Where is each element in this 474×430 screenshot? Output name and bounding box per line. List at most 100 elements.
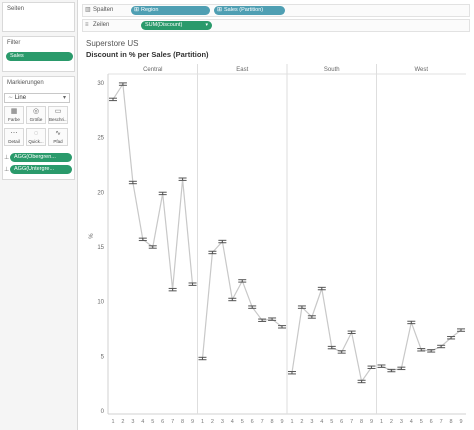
data-point[interactable] (387, 368, 396, 373)
x-tick-label: 4 (410, 419, 413, 425)
data-point[interactable] (437, 344, 446, 349)
mark-button-detail[interactable]: ⋯ Detail (4, 128, 24, 146)
x-tick-label: 3 (310, 419, 313, 425)
y-tick-label: 10 (97, 300, 104, 306)
x-tick-label: 6 (251, 419, 254, 425)
x-tick-label: 8 (271, 419, 274, 425)
data-point[interactable] (287, 371, 296, 375)
data-point[interactable] (327, 345, 336, 350)
data-point[interactable] (198, 356, 207, 361)
data-point[interactable] (317, 286, 326, 291)
data-point[interactable] (347, 330, 356, 334)
data-point[interactable] (367, 365, 376, 369)
region-header-east: East (236, 67, 248, 73)
columns-shelf[interactable]: ▥ Spalten ⊞ Region ⊞ Sales (Partition) (82, 4, 470, 17)
range-icon: ⊥ (4, 167, 10, 173)
y-tick-label: 15 (97, 245, 104, 251)
data-point[interactable] (278, 325, 287, 329)
x-tick-label: 6 (430, 419, 433, 425)
y-tick-label: 0 (101, 409, 105, 415)
pages-card: Seiten (2, 2, 75, 32)
data-point[interactable] (307, 315, 316, 319)
region-header-south: South (324, 67, 340, 73)
data-point[interactable] (168, 287, 177, 292)
mark-button-label: Farbe (8, 117, 20, 122)
rows-icon: ≡ (85, 22, 89, 28)
marks-title: Markierungen (7, 80, 44, 86)
columns-pill-region[interactable]: ⊞ Region (131, 6, 210, 15)
mark-pill-upper[interactable]: AGG(Obergren... (10, 153, 72, 162)
x-tick-label: 9 (191, 419, 194, 425)
mark-button-tooltip[interactable]: ◌ Quick... (26, 128, 46, 146)
data-point[interactable] (218, 239, 227, 244)
data-point[interactable] (128, 180, 137, 185)
data-point[interactable] (208, 250, 217, 255)
x-tick-label: 9 (280, 419, 283, 425)
chart-title: Superstore US (86, 39, 139, 48)
mark-type-select[interactable]: ∼ Line ▾ (4, 93, 70, 103)
data-point[interactable] (357, 379, 366, 384)
mark-button-path[interactable]: ∿ Pfad (48, 128, 68, 146)
data-point[interactable] (417, 348, 426, 352)
data-point[interactable] (248, 305, 257, 309)
data-point[interactable] (108, 97, 117, 102)
data-point[interactable] (427, 349, 436, 353)
data-point[interactable] (457, 328, 466, 332)
columns-icon: ▥ (85, 7, 91, 13)
plus-icon: ⊞ (134, 7, 140, 13)
mark-button-text-label[interactable]: ▭ Beschri... (48, 106, 68, 124)
data-point[interactable] (397, 366, 406, 371)
x-tick-label: 7 (171, 419, 174, 425)
x-tick-label: 3 (221, 419, 224, 425)
x-tick-label: 2 (300, 419, 303, 425)
y-axis-label: % (89, 233, 95, 239)
data-point[interactable] (337, 350, 346, 354)
data-point[interactable] (238, 279, 247, 283)
data-point[interactable] (228, 297, 237, 302)
data-point[interactable] (138, 237, 147, 242)
x-tick-label: 4 (320, 419, 323, 425)
data-point[interactable] (178, 177, 187, 181)
x-tick-label: 2 (390, 419, 393, 425)
x-tick-label: 2 (121, 419, 124, 425)
data-point[interactable] (297, 305, 306, 309)
filter-pill-sales[interactable]: Sales (6, 52, 73, 61)
visualization: Superstore US Discount in % per Sales (P… (82, 36, 470, 430)
columns-pill-label: Sales (Partition) (224, 7, 264, 13)
data-point[interactable] (158, 191, 167, 196)
data-point[interactable] (447, 336, 456, 340)
plus-icon: ⊞ (217, 7, 223, 13)
columns-label: Spalten (93, 7, 114, 13)
x-tick-label: 5 (330, 419, 333, 425)
data-point[interactable] (258, 318, 267, 322)
mark-button-label: Beschri... (49, 117, 67, 122)
x-tick-label: 3 (131, 419, 134, 425)
mark-button-palette[interactable]: ▦ Farbe (4, 106, 24, 124)
columns-pill-label: Region (141, 7, 159, 13)
x-tick-label: 8 (360, 419, 363, 425)
rows-pill-discount[interactable]: SUM(Discount) ▾ (141, 21, 212, 30)
x-tick-label: 4 (141, 419, 144, 425)
mark-pill-lower[interactable]: AGG(Untergre... (10, 165, 72, 174)
left-panel: Seiten Filter Sales Markierungen ∼ Line … (0, 0, 78, 430)
x-tick-label: 1 (201, 419, 204, 425)
mark-button-size[interactable]: ◎ Größe (26, 106, 46, 124)
data-point[interactable] (377, 364, 386, 368)
data-point[interactable] (188, 282, 197, 286)
range-icon: ⊥ (4, 155, 10, 161)
rows-shelf[interactable]: ≡ Zeilen SUM(Discount) ▾ (82, 19, 470, 32)
x-tick-label: 9 (370, 419, 373, 425)
x-tick-label: 7 (440, 419, 443, 425)
columns-pill-sales-partition[interactable]: ⊞ Sales (Partition) (214, 6, 285, 15)
palette-icon: ▦ (10, 108, 18, 115)
data-point[interactable] (118, 82, 127, 86)
y-tick-label: 5 (101, 354, 105, 360)
data-point[interactable] (148, 245, 157, 249)
x-tick-label: 6 (340, 419, 343, 425)
data-point[interactable] (407, 320, 416, 325)
data-point[interactable] (268, 317, 277, 321)
chart-subtitle: Discount in % per Sales (Partition) (86, 50, 209, 59)
size-icon: ◎ (32, 108, 40, 115)
x-tick-label: 8 (181, 419, 184, 425)
